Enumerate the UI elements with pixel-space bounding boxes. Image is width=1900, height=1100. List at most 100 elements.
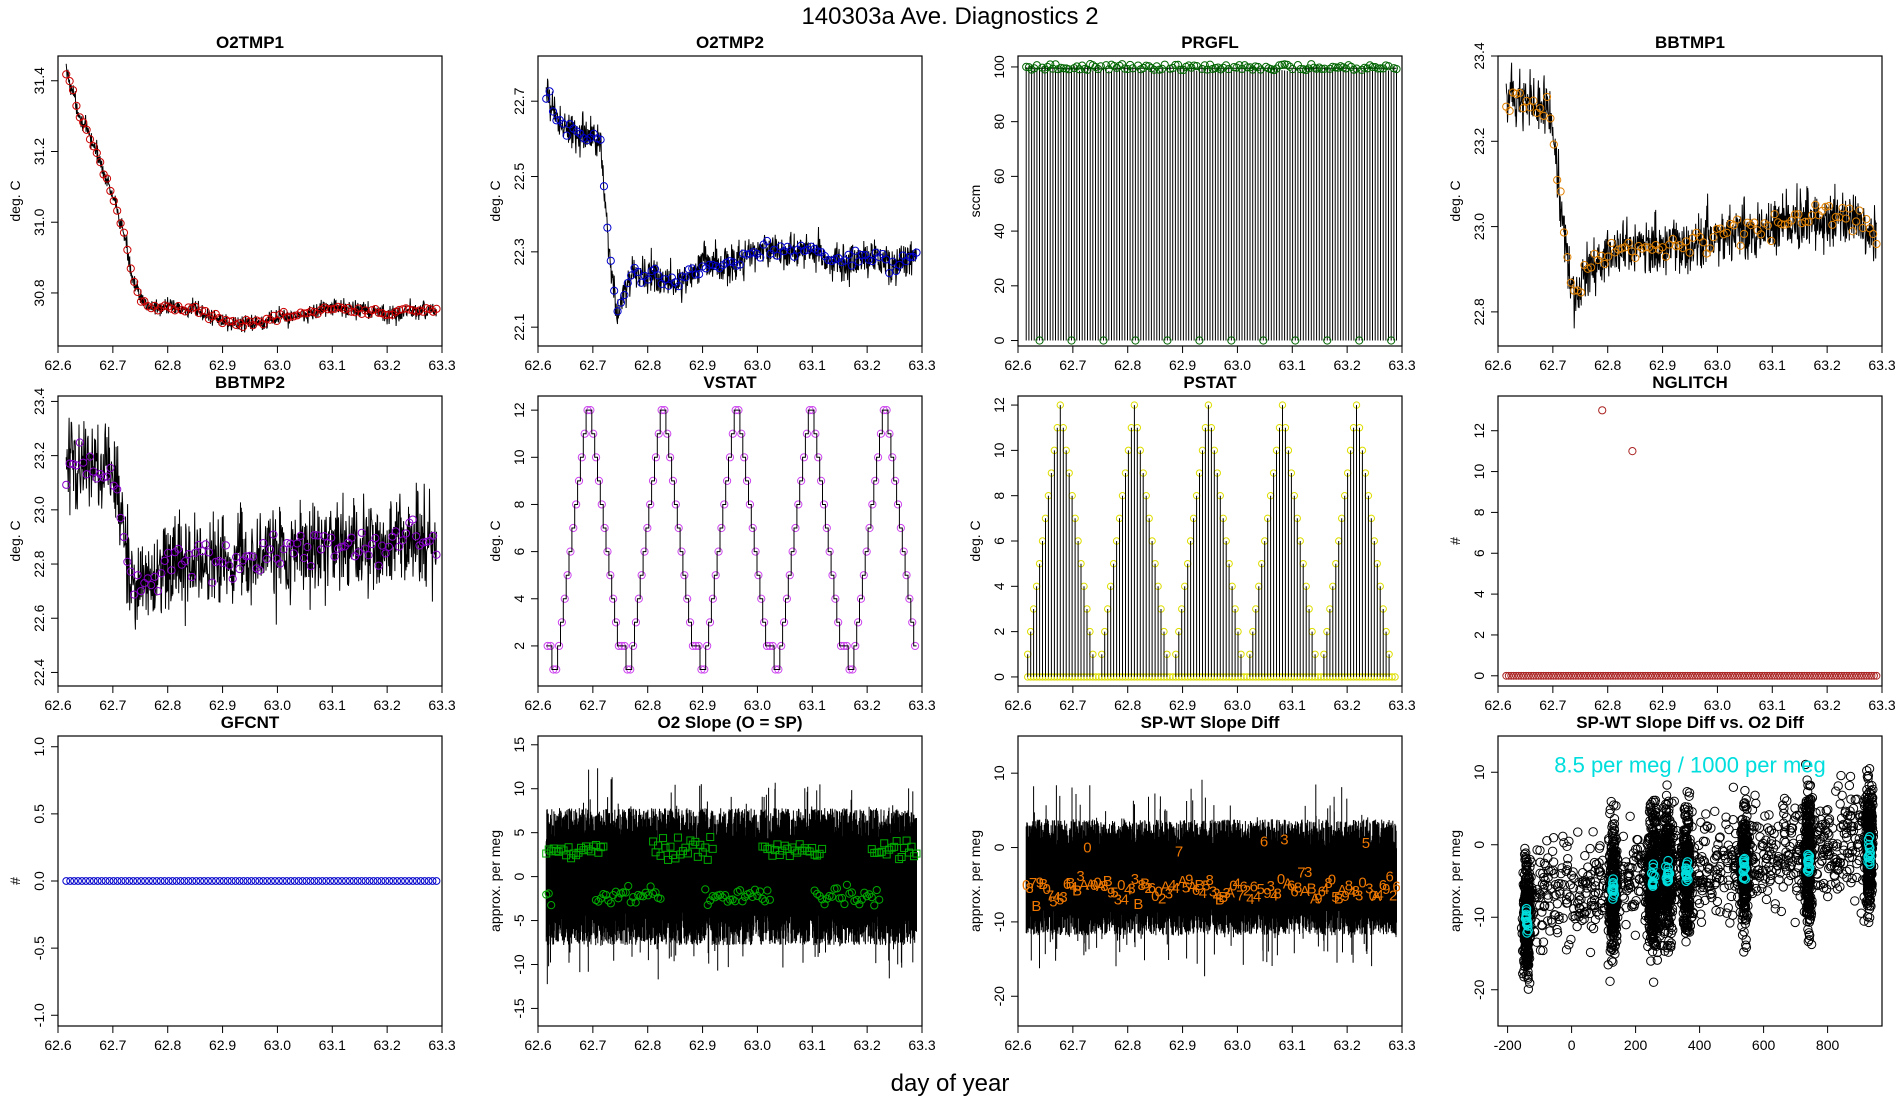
data-point — [1822, 671, 1831, 680]
y-tick-label: 5 — [511, 829, 527, 837]
data-point — [1821, 202, 1830, 211]
data-point — [644, 891, 653, 900]
y-axis-label: deg. C — [487, 520, 503, 561]
data-point — [393, 877, 402, 885]
y-tick-label: 8 — [991, 492, 1007, 500]
cluster-mean-point — [1739, 858, 1750, 868]
data-point — [1605, 976, 1615, 987]
data-point — [1658, 243, 1667, 252]
data-point — [1064, 65, 1073, 74]
data-point — [1224, 65, 1233, 74]
x-tick-label: 62.6 — [1004, 1037, 1031, 1053]
data-point — [1758, 879, 1768, 889]
data-point — [1245, 63, 1255, 72]
x-tick-label: 62.7 — [1539, 357, 1566, 373]
data-point — [1293, 61, 1303, 70]
data-point — [773, 251, 782, 260]
data-point — [1841, 832, 1852, 843]
data-point — [818, 844, 827, 853]
data-point — [1723, 902, 1733, 913]
data-label: 8 — [1345, 877, 1353, 894]
data-point — [1862, 671, 1871, 680]
data-point — [1661, 823, 1672, 833]
data-point — [78, 877, 86, 885]
data-point — [1173, 60, 1183, 69]
data-label: B — [1140, 875, 1150, 892]
data-point — [1661, 839, 1672, 849]
data-point — [1519, 849, 1530, 859]
data-point — [96, 158, 105, 167]
data-point — [1685, 248, 1694, 257]
data-point — [121, 877, 130, 885]
data-point — [133, 877, 142, 885]
cluster-mean-point — [1681, 872, 1692, 883]
data-point — [1698, 671, 1707, 680]
data-point — [1781, 812, 1792, 823]
data-point — [1507, 671, 1516, 680]
data-point — [844, 250, 853, 259]
data-label: A — [1283, 875, 1293, 892]
data-point — [1739, 947, 1749, 957]
data-point — [374, 561, 383, 570]
data-point — [1683, 922, 1693, 932]
data-point — [793, 848, 802, 857]
data-point — [1611, 671, 1620, 680]
data-point — [1520, 948, 1531, 958]
data-point — [547, 901, 556, 910]
x-tick-label: 200 — [1624, 1037, 1648, 1053]
data-point — [174, 544, 183, 553]
data-point — [1801, 217, 1810, 226]
data-point — [1624, 671, 1632, 680]
data-point — [1648, 930, 1658, 941]
data-point — [757, 594, 766, 603]
data-point — [1203, 65, 1212, 74]
data-point — [1842, 671, 1851, 680]
x-tick-label: 63.1 — [1759, 357, 1786, 373]
data-point — [239, 877, 248, 885]
y-axis-label: approx. per meg — [487, 830, 503, 932]
data-point — [1716, 671, 1724, 680]
data-point — [1723, 850, 1733, 860]
data-point — [1609, 945, 1619, 956]
data-point — [867, 893, 876, 902]
data-point — [1836, 770, 1846, 781]
data-point — [1581, 888, 1591, 898]
data-point — [794, 500, 803, 509]
y-tick-label: 0 — [511, 873, 527, 881]
data-point — [1653, 671, 1662, 680]
data-point — [1648, 671, 1657, 680]
data-point — [834, 618, 843, 627]
y-axis-label: # — [1447, 537, 1463, 545]
data-point — [1682, 237, 1691, 246]
data-point — [899, 547, 908, 556]
data-point — [813, 889, 822, 898]
data-point — [248, 552, 258, 561]
data-point — [1535, 889, 1545, 899]
x-tick-label: 62.9 — [209, 1037, 236, 1053]
data-point — [1552, 924, 1562, 935]
data-point — [572, 500, 581, 509]
plot-frame — [537, 395, 923, 687]
data-point — [1059, 64, 1068, 73]
data-point — [215, 877, 224, 885]
data-point — [654, 429, 663, 438]
data-point — [1711, 845, 1722, 855]
data-point — [1540, 860, 1551, 870]
data-point — [1792, 810, 1802, 821]
data-point — [600, 523, 609, 533]
data-point — [1711, 872, 1722, 883]
data-point — [1764, 862, 1774, 872]
data-point — [880, 839, 889, 848]
data-point — [1681, 920, 1691, 931]
cluster-mean-point — [1522, 928, 1532, 938]
data-point — [1547, 671, 1555, 680]
data-point — [1623, 883, 1634, 893]
data-point — [1714, 833, 1725, 843]
data-point — [610, 286, 619, 295]
data-point — [678, 272, 687, 281]
data-point — [109, 196, 118, 206]
data-point — [1568, 883, 1579, 893]
data-point — [1638, 876, 1649, 886]
